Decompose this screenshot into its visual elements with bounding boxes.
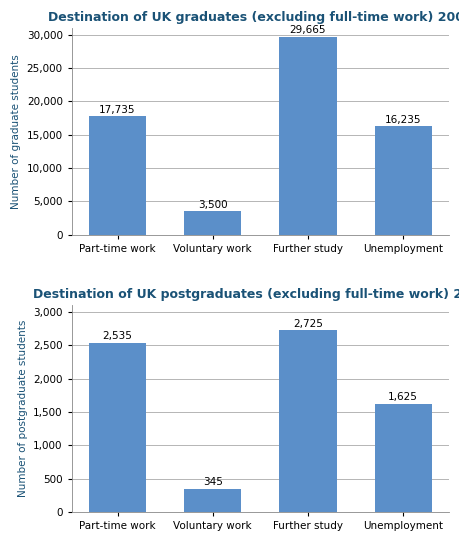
Text: 1,625: 1,625 (387, 392, 417, 402)
Text: 29,665: 29,665 (289, 25, 325, 35)
Bar (184, 211, 241, 235)
Y-axis label: Number of graduate students: Number of graduate students (11, 54, 21, 209)
Title: Destination of UK graduates (excluding full-time work) 2008: Destination of UK graduates (excluding f… (48, 11, 459, 24)
Text: 2,725: 2,725 (292, 319, 322, 328)
Text: 345: 345 (202, 477, 222, 487)
Text: 17,735: 17,735 (99, 105, 135, 115)
Bar (279, 330, 336, 512)
Title: Destination of UK postgraduates (excluding full-time work) 2008: Destination of UK postgraduates (excludi… (33, 288, 459, 301)
Y-axis label: Number of postgraduate students: Number of postgraduate students (17, 320, 28, 497)
Bar (374, 404, 431, 512)
Bar (89, 343, 146, 512)
Text: 16,235: 16,235 (384, 115, 420, 125)
Text: 3,500: 3,500 (197, 199, 227, 210)
Bar (279, 37, 336, 235)
Text: 2,535: 2,535 (102, 331, 132, 341)
Bar (89, 117, 146, 235)
Bar (374, 126, 431, 235)
Bar (184, 489, 241, 512)
